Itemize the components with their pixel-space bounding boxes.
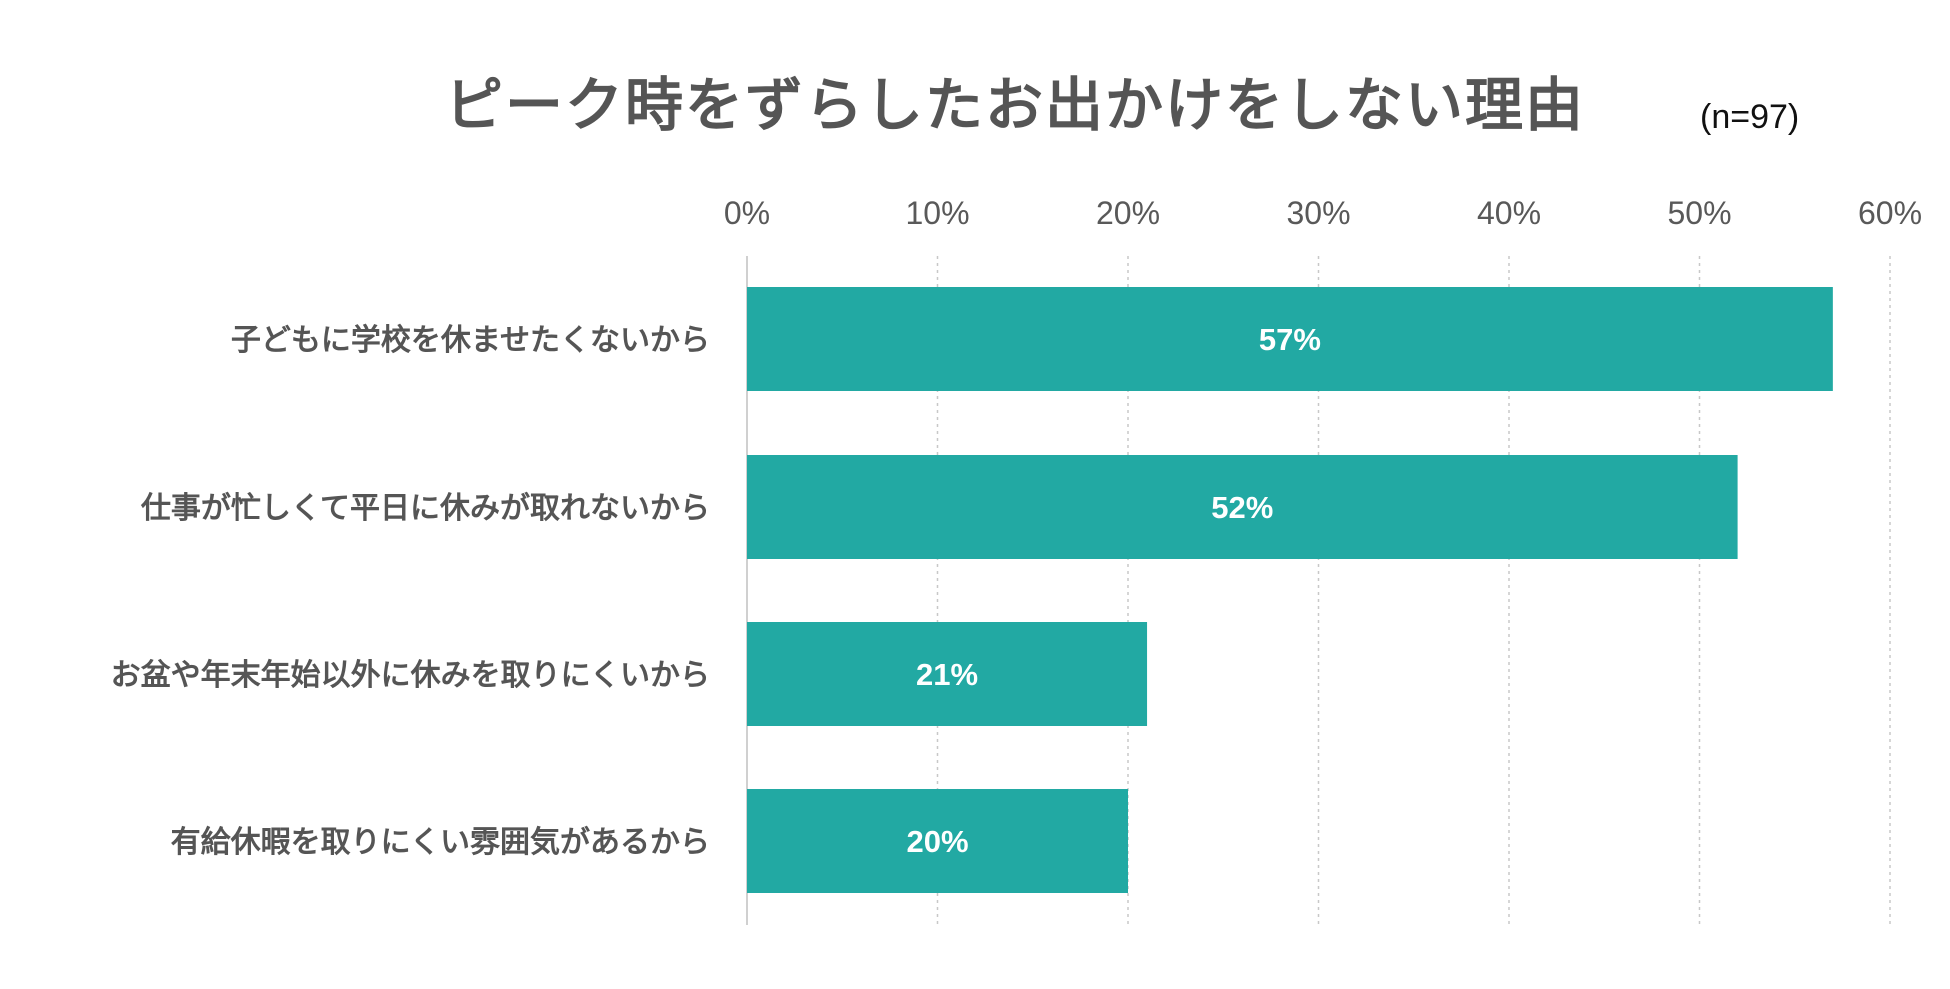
bar — [747, 622, 1148, 726]
x-tick-label: 60% — [1858, 195, 1922, 231]
data-label: 57% — [1259, 322, 1321, 357]
x-axis: 0% 10% 20% 30% 40% 50% 60% — [724, 195, 1922, 925]
chart-title: ピーク時をずらしたお出かけをしない理由 — [444, 71, 1585, 139]
bars: 57% 52% 21% 20% — [747, 287, 1833, 893]
bar — [747, 789, 1128, 893]
data-label: 52% — [1211, 490, 1273, 525]
category-label: 子どもに学校を休ませたくないから — [231, 323, 710, 358]
data-label: 21% — [916, 657, 978, 692]
category-labels: 子どもに学校を休ませたくないから仕事が忙しくて平日に休みが取れないからお盆や年末… — [111, 323, 710, 860]
sample-size-note: (n=97) — [1700, 98, 1800, 136]
category-label: 有給休暇を取りにくい雰囲気があるから — [171, 825, 710, 860]
x-tick-label: 50% — [1667, 195, 1731, 231]
x-tick-label: 10% — [905, 195, 969, 231]
data-label: 20% — [906, 824, 968, 859]
category-label: お盆や年末年始以外に休みを取りにくいから — [111, 658, 710, 693]
bar — [747, 455, 1738, 559]
x-tick-label: 40% — [1477, 195, 1541, 231]
category-label: 仕事が忙しくて平日に休みが取れないから — [140, 491, 710, 526]
x-tick-label: 0% — [724, 195, 770, 231]
x-tick-label: 20% — [1096, 195, 1160, 231]
bar — [747, 287, 1833, 391]
x-tick-label: 30% — [1286, 195, 1350, 231]
